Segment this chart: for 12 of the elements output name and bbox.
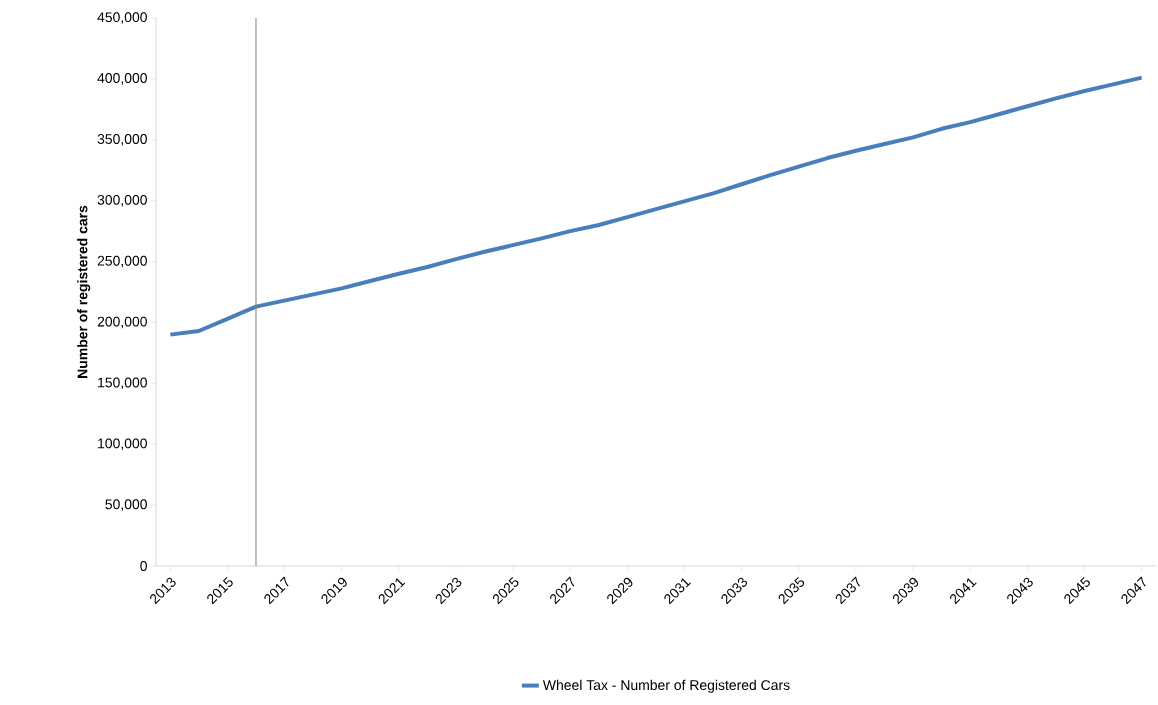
y-tick-label: 350,000 xyxy=(97,134,147,146)
y-tick-label: 400,000 xyxy=(97,73,147,85)
y-tick-label: 300,000 xyxy=(97,194,147,207)
y-tick-label: 50,000 xyxy=(105,499,147,511)
y-tick-label: 150,000 xyxy=(98,377,147,390)
y-tick-label: 250,000 xyxy=(97,255,147,268)
y-tick-label: 450,000 xyxy=(97,12,147,24)
y-tick-label: 100,000 xyxy=(98,438,147,450)
y-tick-label: 200,000 xyxy=(97,316,147,329)
y-tick-label: 0 xyxy=(140,561,147,571)
y-axis-title: Number of registered cars xyxy=(77,205,91,378)
legend-label: Wheel Tax - Number of Registered Cars xyxy=(542,679,790,693)
